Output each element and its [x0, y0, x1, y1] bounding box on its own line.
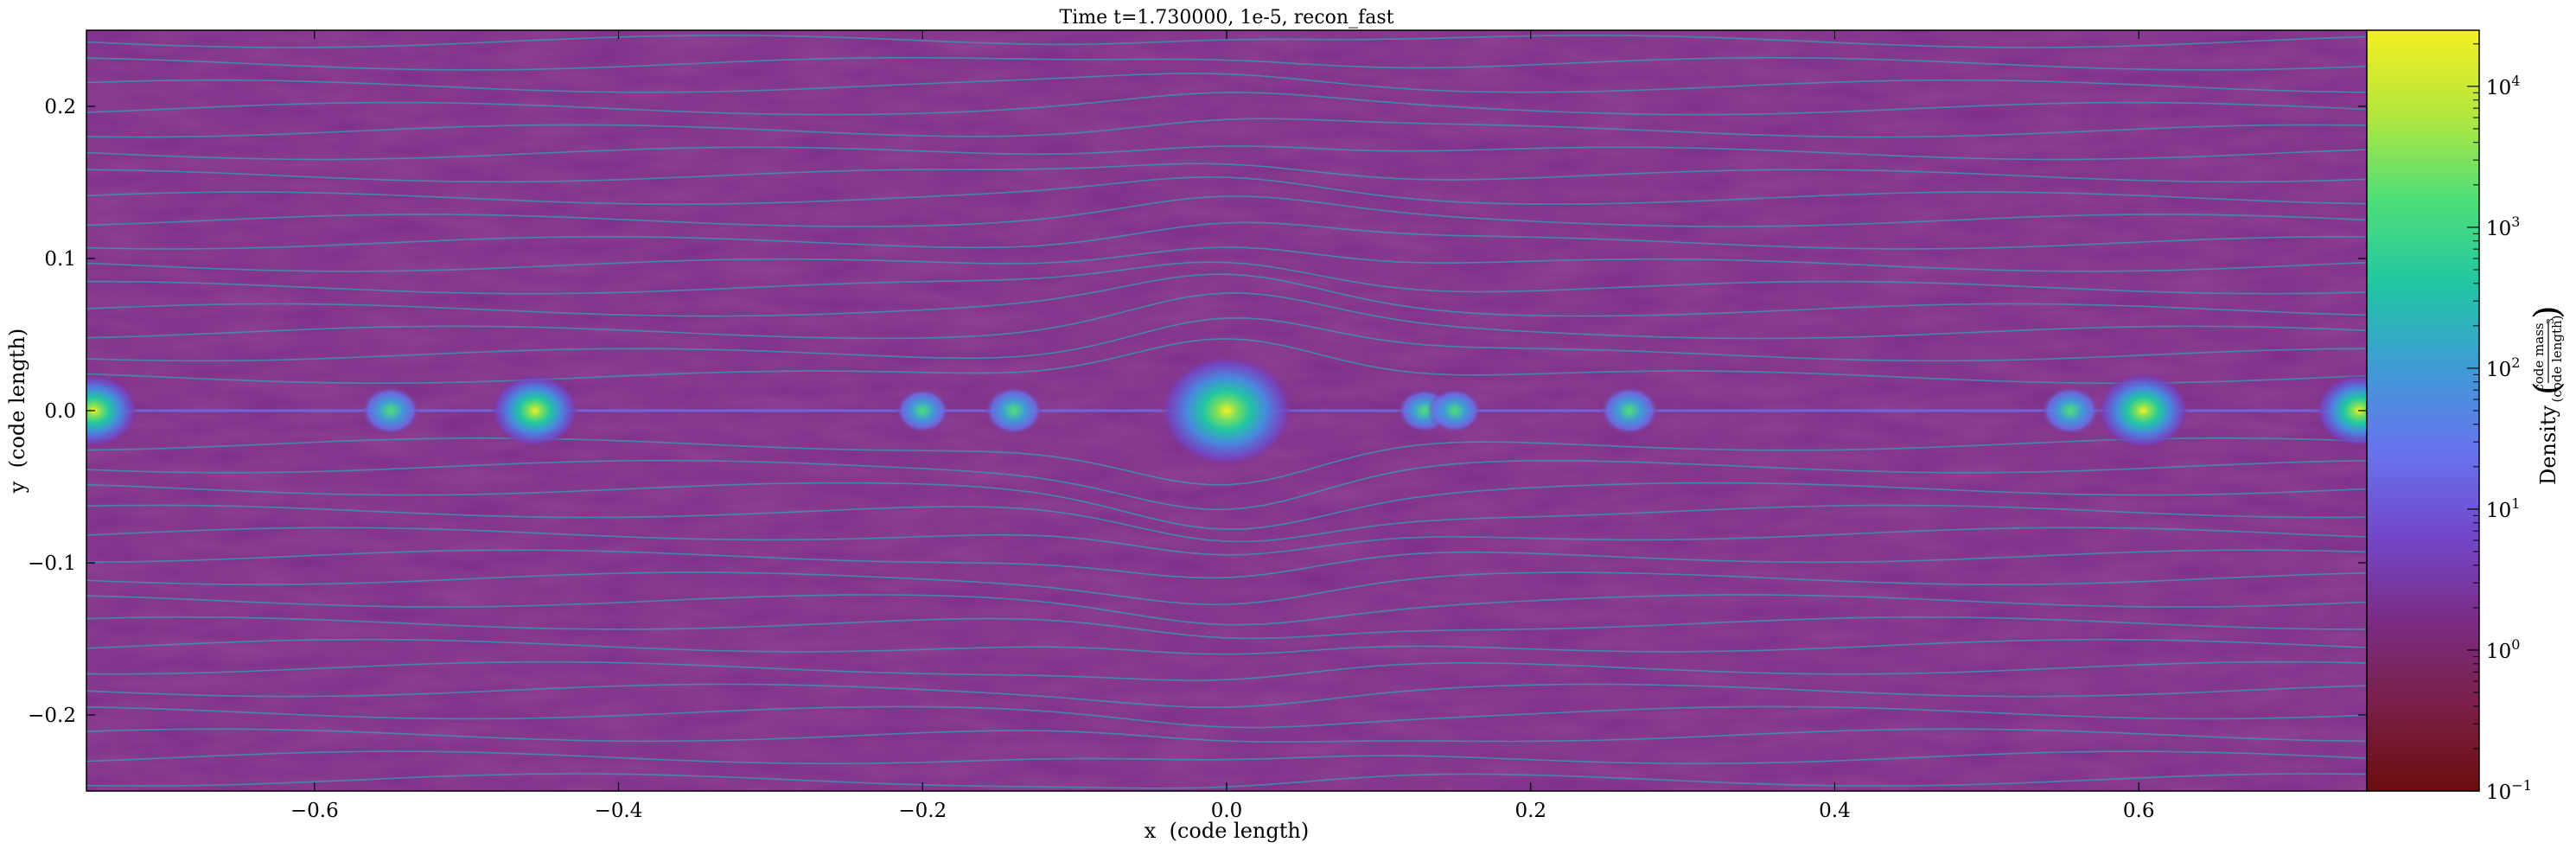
streamline [86, 145, 2367, 161]
clump [1427, 387, 1482, 434]
streamline [86, 35, 2367, 48]
streamline [86, 526, 2367, 556]
colorbar-tick-label: 101 [2486, 495, 2520, 522]
streamline [86, 638, 2367, 655]
y-axis-label: y (code length) [5, 329, 29, 494]
colorbar-tick-label: 102 [2486, 354, 2520, 381]
streamline [86, 56, 2367, 71]
x-tick-label: −0.6 [290, 800, 339, 822]
colorbar-unit-power: 3 [2545, 318, 2556, 324]
streamline [86, 338, 2367, 384]
x-tick-label: 0.4 [1819, 800, 1851, 822]
clump [1599, 386, 1660, 436]
density-clumps [86, 354, 2367, 468]
y-tick-label: −0.2 [28, 705, 76, 727]
colorbar-unit-paren-close: ) [2528, 305, 2567, 319]
streamline [86, 750, 2367, 764]
streamline [86, 246, 2367, 272]
clump [86, 373, 138, 448]
clump [2315, 373, 2367, 448]
colorbar-label: Density ( code mass (code length) 3 ) [2528, 305, 2567, 485]
y-tick-label: −0.1 [28, 552, 76, 575]
x-axis-label: x (code length) [1145, 819, 1309, 843]
streamline [86, 549, 2367, 579]
streamline [86, 261, 2367, 295]
colorbar-label-text: Density [2536, 405, 2560, 486]
plot-area [86, 30, 2367, 791]
x-tick-label: −0.4 [595, 800, 643, 822]
colorbar-tick-label: 10−1 [2486, 777, 2532, 804]
streamline [86, 504, 2367, 543]
streamline [86, 163, 2367, 183]
streamline [86, 571, 2367, 606]
streamline [86, 660, 2367, 681]
colorbar: 10−1 100 101 102 103 104 Density ( code mass … [2366, 29, 2567, 804]
streamline [86, 728, 2367, 743]
clump [360, 386, 421, 436]
y-tick-label: 0.2 [44, 96, 76, 118]
streamline [86, 437, 2367, 486]
streamline [86, 92, 2367, 116]
y-tick-label: 0.0 [44, 400, 76, 423]
chart-title: Time t=1.730000, 1e-5, recon_fast [1060, 7, 1394, 29]
streamline [86, 175, 2367, 206]
colorbar-gradient [2367, 30, 2479, 791]
streamline [86, 594, 2367, 626]
streamline [86, 273, 2367, 317]
streamline [86, 317, 2367, 362]
streamline [86, 459, 2367, 511]
streamline [86, 683, 2367, 709]
x-tick-label: 0.2 [1514, 800, 1546, 822]
y-axis: 0.2 0.1 0.0 −0.1 −0.2 [28, 96, 2367, 727]
colorbar-tick-label: 103 [2486, 214, 2520, 240]
colorbar-unit-paren-open: ( [2528, 381, 2567, 395]
clump [2040, 386, 2101, 436]
streamline [86, 221, 2367, 250]
streamline [86, 73, 2367, 93]
clump [490, 373, 580, 448]
x-tick-label: 0.0 [1211, 800, 1243, 822]
clump [2097, 372, 2190, 450]
streamline [86, 482, 2367, 531]
clump [1158, 354, 1295, 468]
x-axis: −0.6 −0.4 −0.2 0.0 0.2 0.4 0.6 [290, 30, 2155, 822]
streamline [86, 118, 2367, 138]
clump [984, 386, 1044, 436]
colorbar-ticks: 10−1 100 101 102 103 104 [2467, 43, 2532, 804]
streamline [86, 292, 2367, 340]
colorbar-unit-denominator: (code length) [2549, 315, 2565, 402]
streamline [86, 616, 2367, 640]
magnetic-streamlines [86, 35, 2367, 789]
x-tick-label: −0.2 [898, 800, 947, 822]
clump [895, 387, 950, 434]
colorbar-tick-label: 100 [2486, 636, 2520, 663]
streamline [86, 195, 2367, 227]
colorbar-unit-numerator: code mass [2531, 322, 2547, 391]
streamline [86, 705, 2367, 729]
colorbar-tick-label: 104 [2486, 73, 2520, 99]
x-tick-label: 0.6 [2123, 800, 2155, 822]
y-tick-label: 0.1 [44, 248, 76, 271]
